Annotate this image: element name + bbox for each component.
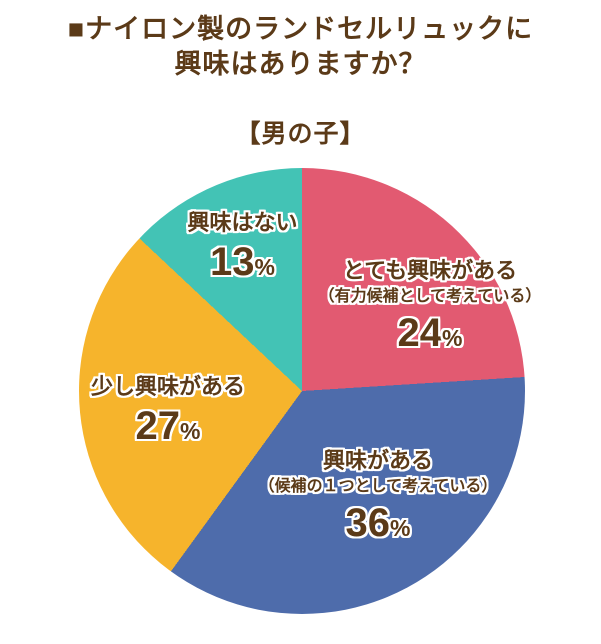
slice-name: とても興味がある: [342, 258, 518, 283]
chart-title-line2: 興味はありますか？: [174, 49, 427, 80]
slice-unit: %: [442, 324, 463, 351]
slice-label-very-interested: とても興味がある （有力候補として考えている） 24%: [316, 258, 544, 357]
slice-value-line: 36%: [252, 499, 504, 547]
slice-sublabel: （候補の１つとして考えている）: [258, 478, 498, 496]
slice-value-line: 13%: [150, 238, 335, 286]
slice-name: 興味はない: [187, 210, 298, 235]
slice-label-somewhat-interested: 少し興味がある 27%: [64, 374, 272, 450]
slice-value: 27: [135, 404, 181, 449]
slice-value: 13: [210, 240, 255, 285]
slice-value: 24: [397, 310, 443, 355]
slice-name: 興味がある: [322, 448, 433, 473]
chart-title-line1: ■ナイロン製のランドセルリュックに: [67, 14, 534, 44]
slice-label-no-interest: 興味はない 13%: [150, 210, 335, 286]
pie-chart: [79, 168, 525, 614]
chart-title: ■ナイロン製のランドセルリュックに 興味はありますか？: [0, 12, 601, 82]
slice-value-line: 27%: [64, 402, 272, 450]
slice-unit: %: [390, 514, 411, 541]
chart-group-label: 【男の子】: [235, 120, 366, 148]
slice-sublabel: （有力候補として考えている）: [318, 288, 542, 306]
slice-value: 36: [345, 500, 391, 545]
slice-name: 少し興味がある: [90, 374, 245, 399]
slice-unit: %: [180, 418, 201, 445]
slice-unit: %: [254, 254, 275, 281]
slice-value-line: 24%: [316, 309, 544, 357]
slice-label-interested: 興味がある （候補の１つとして考えている） 36%: [252, 448, 504, 547]
